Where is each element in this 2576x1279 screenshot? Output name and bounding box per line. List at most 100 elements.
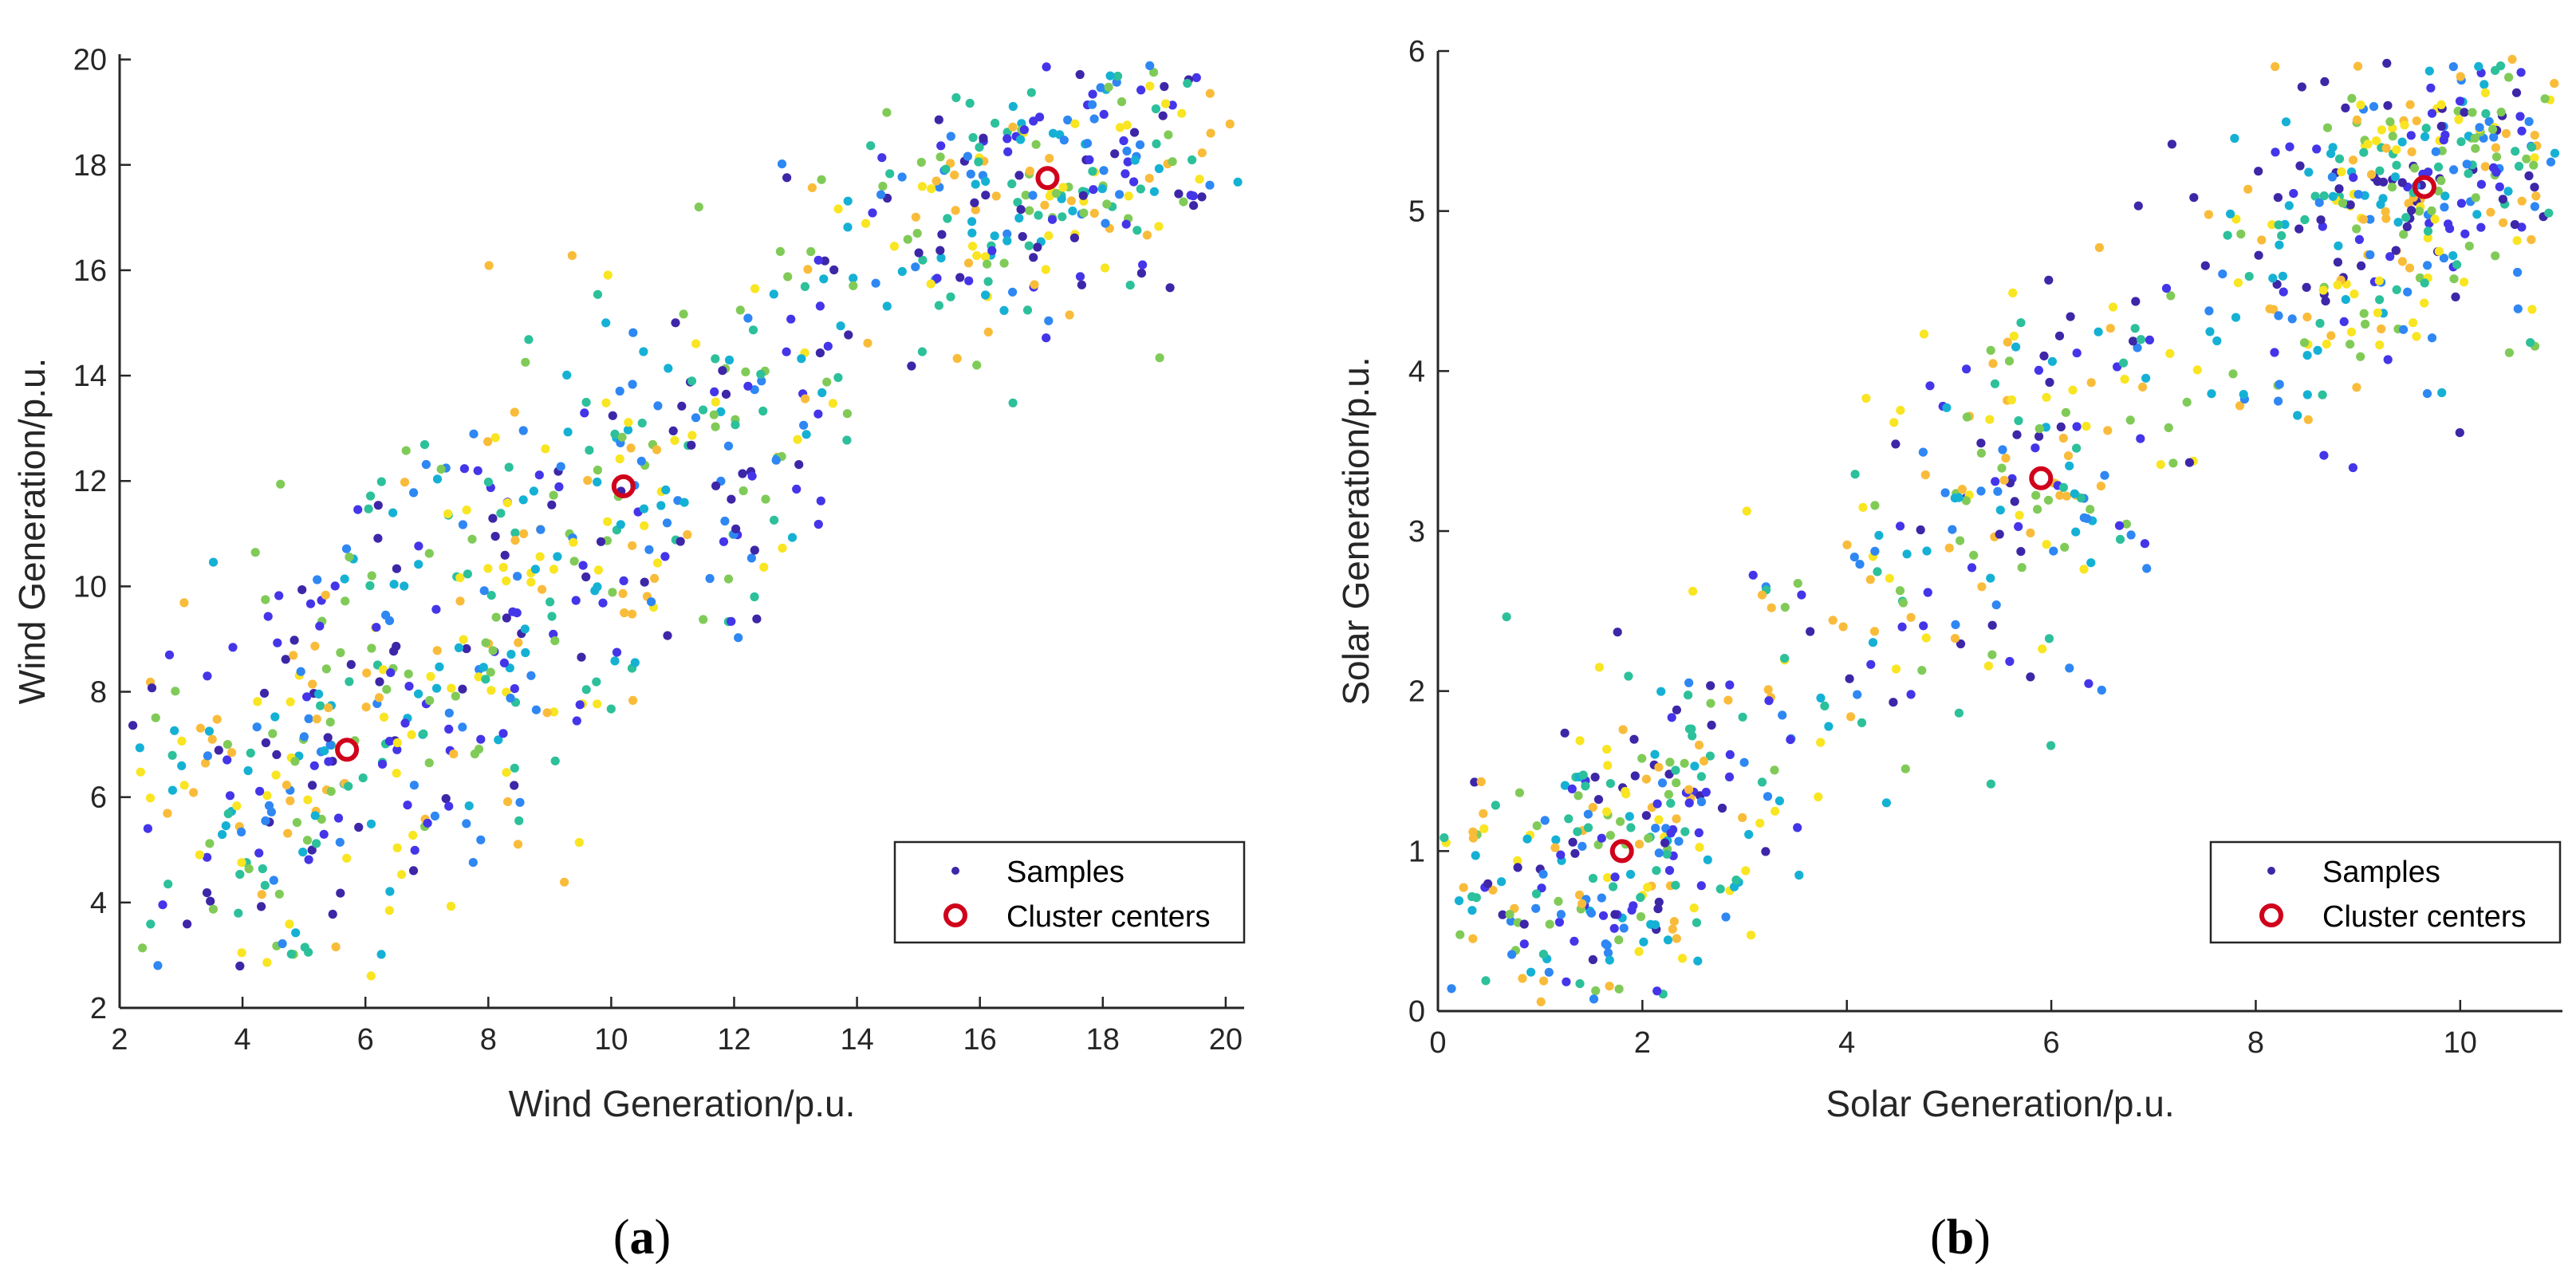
sample-point (2001, 453, 2011, 463)
sample-point (1179, 197, 1188, 207)
sample-point (1629, 734, 1639, 744)
sample-point (981, 176, 991, 186)
sample-point (799, 420, 809, 430)
sample-point (1033, 242, 1042, 252)
sample-point (2277, 230, 2286, 241)
sample-point (787, 533, 798, 542)
x-tick-label: 4 (1838, 1026, 1855, 1060)
sample-point (2392, 160, 2401, 170)
sample-point (2526, 338, 2535, 348)
sample-point (514, 638, 523, 647)
sample-point (664, 364, 673, 373)
sample-point (207, 734, 217, 744)
sample-point (414, 560, 423, 569)
sample-point (1454, 896, 1464, 906)
sample-point (999, 258, 1009, 268)
sample-point (2302, 390, 2312, 399)
sample-point (1440, 833, 1449, 843)
sample-point (1022, 305, 1033, 315)
sample-point (2392, 285, 2401, 294)
sample-point (1082, 139, 1093, 148)
sample-point (575, 700, 585, 710)
sample-point (2456, 199, 2466, 208)
sample-point (2093, 327, 2103, 336)
axis-ticks: 0 2 4 6 8 10 0 1 2 3 4 5 6 (1408, 35, 2477, 1060)
sample-point (203, 671, 212, 681)
sample-point (1643, 883, 1652, 892)
sample-point (1522, 834, 1532, 844)
sample-point (1641, 774, 1651, 784)
sample-point (1526, 967, 1536, 977)
sample-point (2136, 434, 2145, 443)
sample-point (987, 246, 997, 255)
legend-samples-marker (951, 867, 959, 875)
sample-point (2072, 422, 2082, 431)
sample-point (1018, 232, 1027, 242)
sample-point (806, 246, 816, 257)
sample-point (2314, 198, 2324, 207)
sample-point (455, 573, 465, 583)
sample-point (897, 172, 907, 182)
sample-point (304, 714, 313, 724)
sample-point (660, 552, 670, 561)
sample-point (750, 284, 760, 293)
sample-point (1616, 817, 1625, 826)
sample-point (2322, 339, 2331, 349)
sample-point (1954, 493, 1964, 502)
sample-point (946, 292, 955, 301)
sample-point (384, 616, 395, 626)
sample-point (1013, 198, 1022, 207)
sample-point (2287, 314, 2297, 324)
sample-point (2504, 348, 2514, 357)
sample-point (1570, 936, 1579, 946)
sample-point (1556, 910, 1566, 919)
sample-point (2346, 327, 2357, 336)
sample-point (2129, 336, 2138, 346)
sample-point (312, 839, 321, 848)
sample-point (274, 889, 284, 899)
sample-point (2491, 152, 2502, 162)
sample-point (481, 638, 490, 647)
sample-point (1025, 166, 1034, 176)
sample-point (748, 325, 758, 335)
sample-point (2365, 250, 2375, 260)
sample-point (1940, 488, 1950, 498)
sample-point (138, 943, 148, 953)
sample-point (842, 435, 852, 445)
sample-point (770, 515, 779, 525)
sample-point (2034, 431, 2044, 441)
sample-point (1471, 851, 1480, 860)
sample-point (2138, 382, 2148, 392)
sample-point (2156, 460, 2165, 470)
sample-point (1770, 765, 1779, 775)
sample-point (336, 647, 345, 658)
sample-point (1742, 506, 1751, 516)
sample-point (1986, 779, 1995, 789)
sample-point (430, 811, 440, 821)
sample-point (2281, 117, 2291, 127)
sample-point (1866, 659, 1876, 669)
sample-point (310, 811, 320, 821)
sample-point (2491, 65, 2500, 75)
sample-point (2009, 331, 2019, 341)
sample-point (2352, 224, 2361, 234)
sample-point (2423, 261, 2432, 270)
sample-point (2076, 493, 2086, 503)
sample-point (687, 440, 696, 450)
sample-point (1919, 329, 1929, 339)
sample-point (2044, 634, 2054, 643)
sample-point (1988, 359, 1998, 368)
sample-point (1896, 521, 1905, 531)
sample-point (2375, 295, 2385, 305)
sample-point (1961, 496, 1971, 506)
sample-point (1653, 904, 1663, 914)
sample-point (583, 475, 593, 486)
sample-point (550, 636, 560, 646)
y-tick-label: 16 (73, 254, 107, 288)
sample-point (1828, 616, 1837, 625)
sample-point (389, 647, 399, 656)
sample-point (1918, 447, 1928, 457)
sample-point (410, 845, 419, 855)
sample-point (603, 517, 612, 526)
sample-point (2346, 340, 2355, 349)
